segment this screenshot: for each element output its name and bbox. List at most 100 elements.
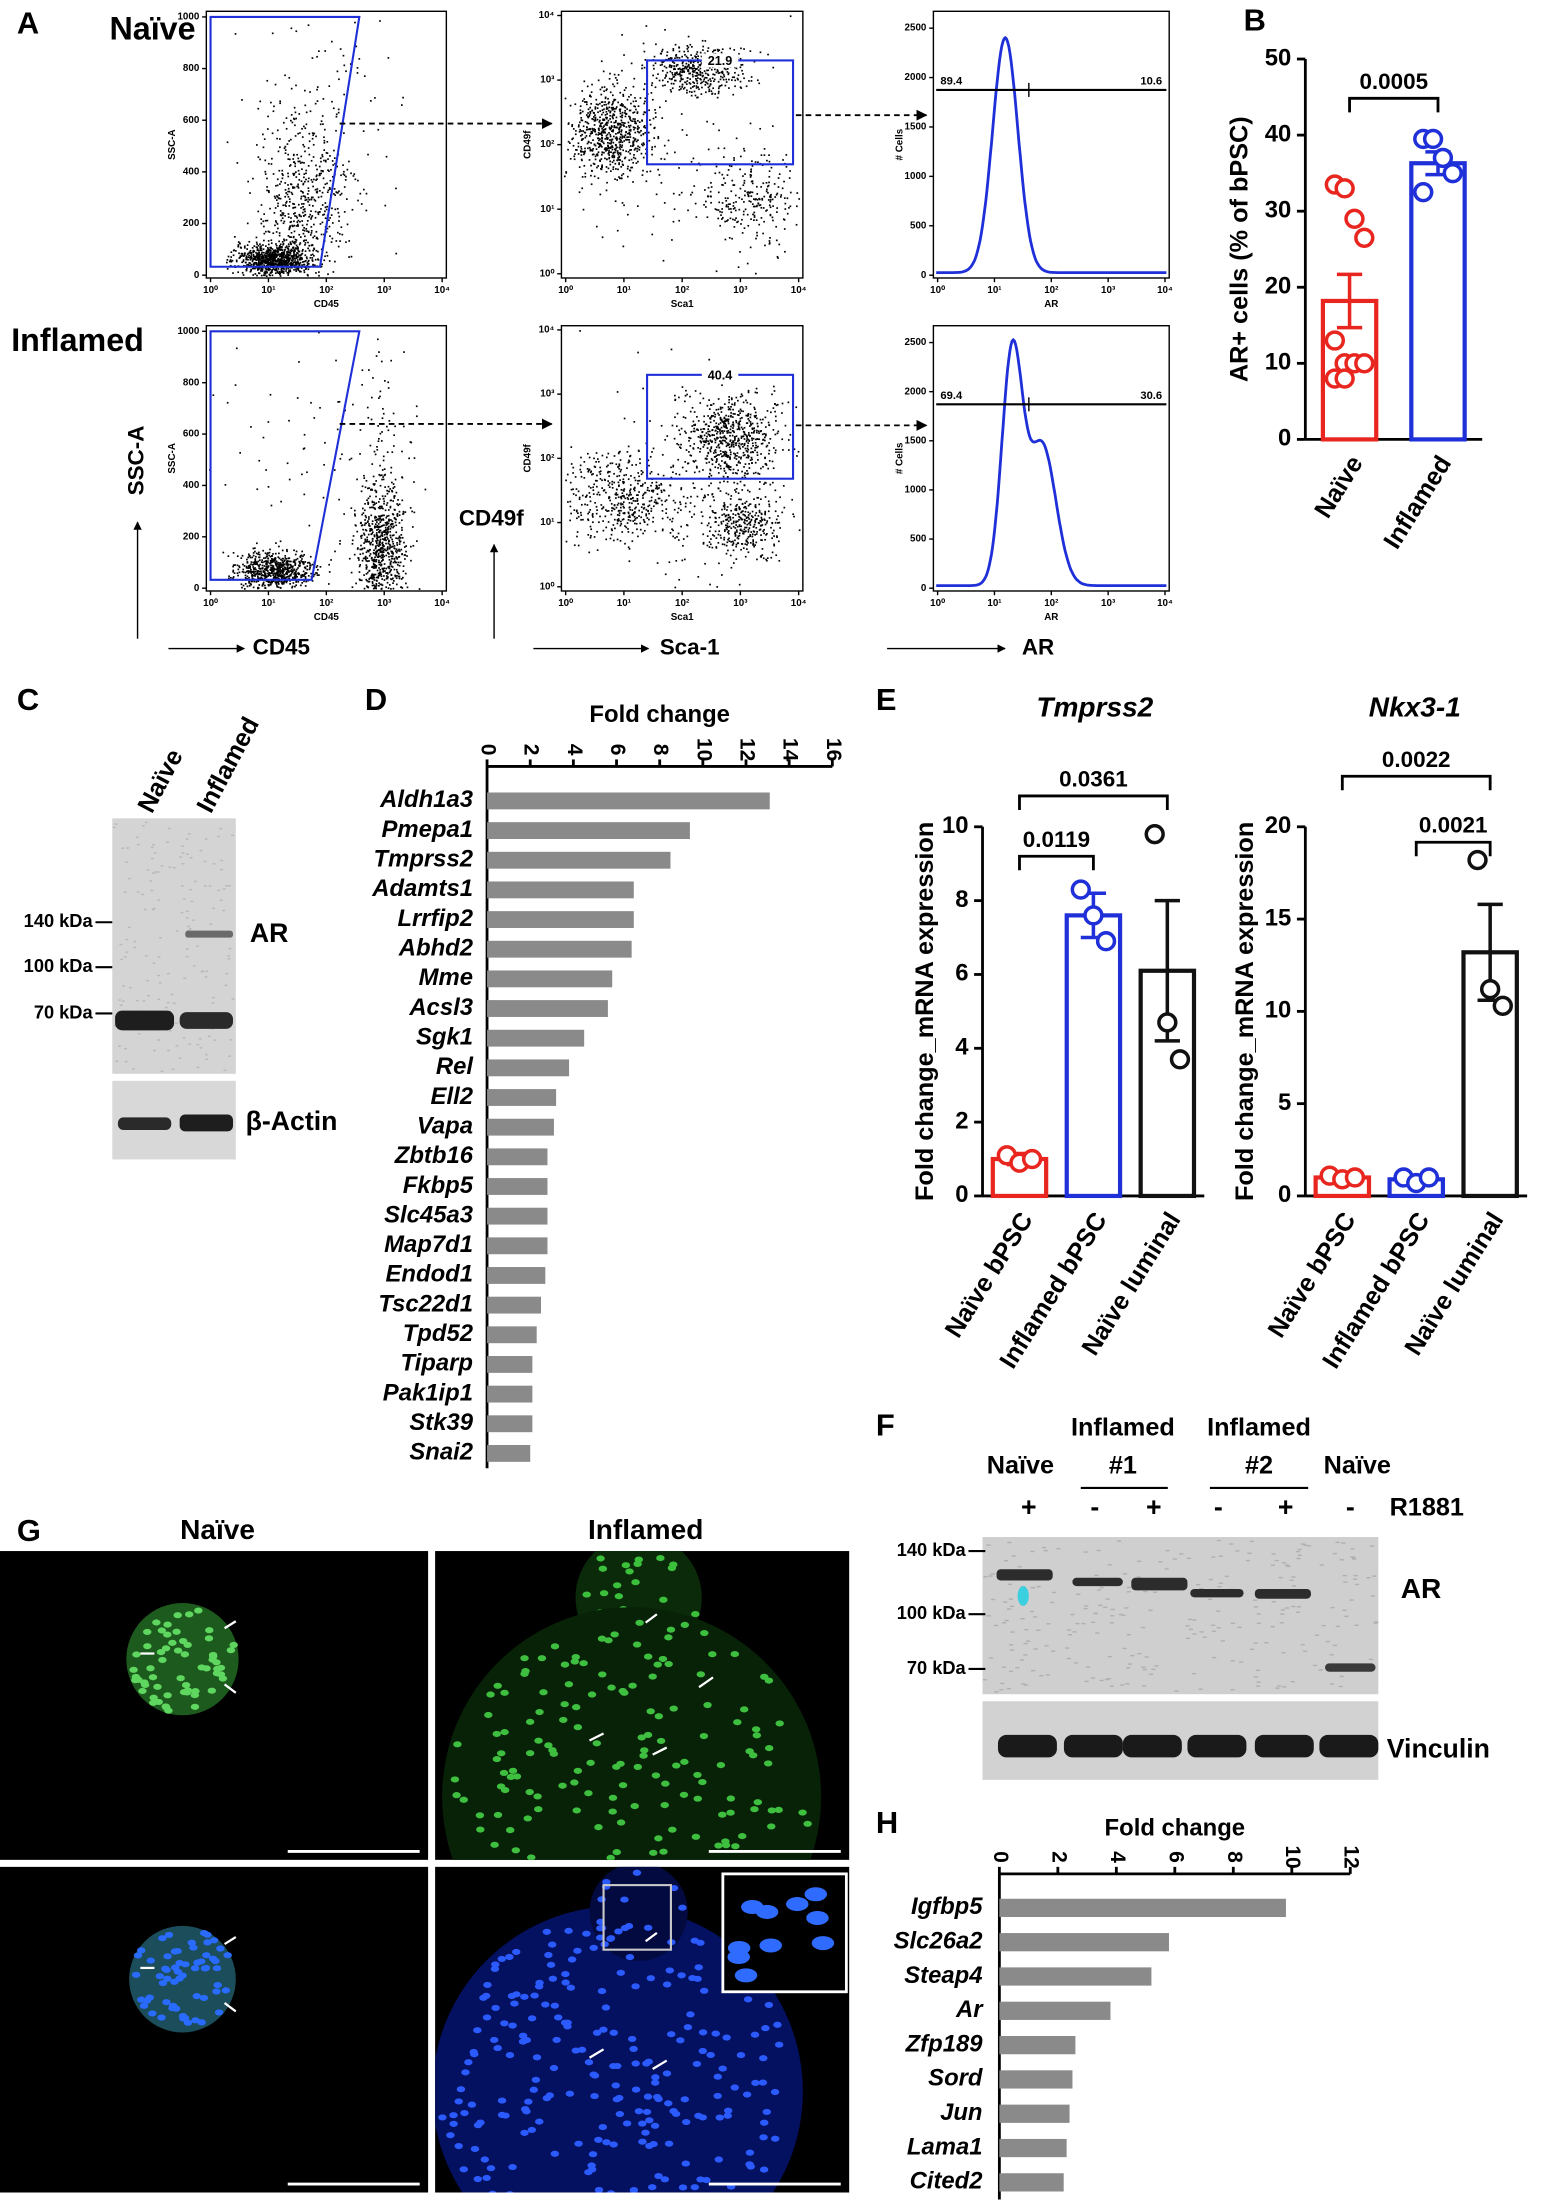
event-dot [260, 204, 263, 206]
event-dot [705, 200, 707, 203]
event-dot [278, 563, 280, 566]
panel-label: A [17, 5, 39, 40]
event-dot [626, 132, 629, 135]
event-dot [391, 534, 394, 537]
event-dot [275, 571, 278, 574]
event-dot [392, 577, 394, 580]
event-dot [619, 112, 622, 115]
event-dot [278, 234, 281, 237]
event-dot [588, 551, 591, 554]
event-dot [321, 191, 324, 194]
event-dot [325, 251, 328, 254]
event-dot [605, 103, 607, 106]
event-dot [371, 576, 373, 579]
event-dot [798, 198, 801, 200]
event-dot [725, 78, 728, 81]
event-dot [395, 568, 398, 571]
event-dot [750, 195, 753, 198]
event-dot [682, 495, 685, 498]
event-dot [628, 139, 631, 141]
event-dot [280, 566, 282, 568]
event-dot [317, 250, 319, 253]
event-dot [378, 548, 380, 551]
event-dot [636, 130, 639, 133]
event-dot [238, 566, 241, 569]
event-dot [301, 582, 304, 584]
event-dot [629, 117, 631, 120]
event-dot [343, 174, 346, 177]
event-dot [266, 249, 268, 252]
event-dot [230, 251, 233, 254]
event-dot [705, 206, 707, 208]
event-dot [579, 464, 582, 467]
event-dot [298, 113, 301, 115]
event-dot [276, 184, 279, 187]
event-dot [569, 519, 571, 522]
event-dot [597, 460, 600, 463]
event-dot [783, 180, 785, 183]
event-dot [331, 100, 333, 103]
event-dot [265, 261, 267, 264]
event-dot [374, 525, 376, 528]
event-dot [780, 194, 783, 196]
event-dot [304, 242, 307, 244]
event-dot [633, 489, 636, 492]
event-dot [718, 201, 721, 204]
event-dot [756, 198, 759, 201]
event-dot [635, 162, 638, 165]
plot-y-label: CD49f [522, 130, 533, 159]
event-dot [248, 570, 251, 573]
event-dot [338, 498, 340, 501]
event-dot [602, 128, 605, 131]
event-dot [292, 187, 294, 189]
event-dot [607, 97, 609, 100]
event-dot [315, 175, 318, 178]
event-dot [661, 50, 663, 53]
event-dot [582, 138, 584, 140]
event-dot [570, 488, 573, 491]
event-dot [707, 86, 710, 89]
event-dot [264, 270, 266, 273]
event-dot [632, 137, 635, 139]
event-dot [288, 254, 291, 256]
event-dot [339, 457, 342, 460]
event-dot [584, 120, 587, 123]
event-dot [230, 256, 233, 258]
event-dot [378, 498, 381, 500]
event-dot [353, 553, 356, 556]
event-dot [626, 451, 629, 453]
event-dot [258, 252, 260, 255]
event-dot [304, 89, 306, 92]
event-dot [634, 118, 636, 120]
event-dot [578, 124, 580, 126]
event-dot [690, 45, 693, 48]
event-dot [618, 509, 620, 512]
event-dot [619, 123, 621, 126]
event-dot [379, 390, 382, 393]
event-dot [377, 576, 380, 579]
event-dot [289, 560, 292, 563]
event-dot [365, 568, 368, 570]
event-dot [670, 82, 673, 85]
event-dot [641, 67, 643, 70]
event-dot [409, 507, 412, 509]
event-dot [350, 457, 353, 460]
event-dot [273, 268, 276, 271]
event-dot [287, 190, 290, 193]
event-dot [259, 158, 261, 161]
event-dot [775, 225, 778, 228]
event-dot [677, 68, 680, 70]
event-dot [758, 198, 761, 201]
event-dot [710, 181, 712, 184]
event-dot [294, 215, 296, 217]
event-dot [385, 528, 387, 531]
event-dot [256, 144, 258, 146]
event-dot [308, 561, 310, 564]
event-dot [302, 191, 304, 194]
event-dot [583, 153, 585, 156]
event-dot [624, 542, 626, 545]
event-dot [272, 251, 275, 253]
event-dot [252, 177, 254, 180]
event-dot [663, 489, 666, 492]
event-dot [246, 248, 249, 250]
